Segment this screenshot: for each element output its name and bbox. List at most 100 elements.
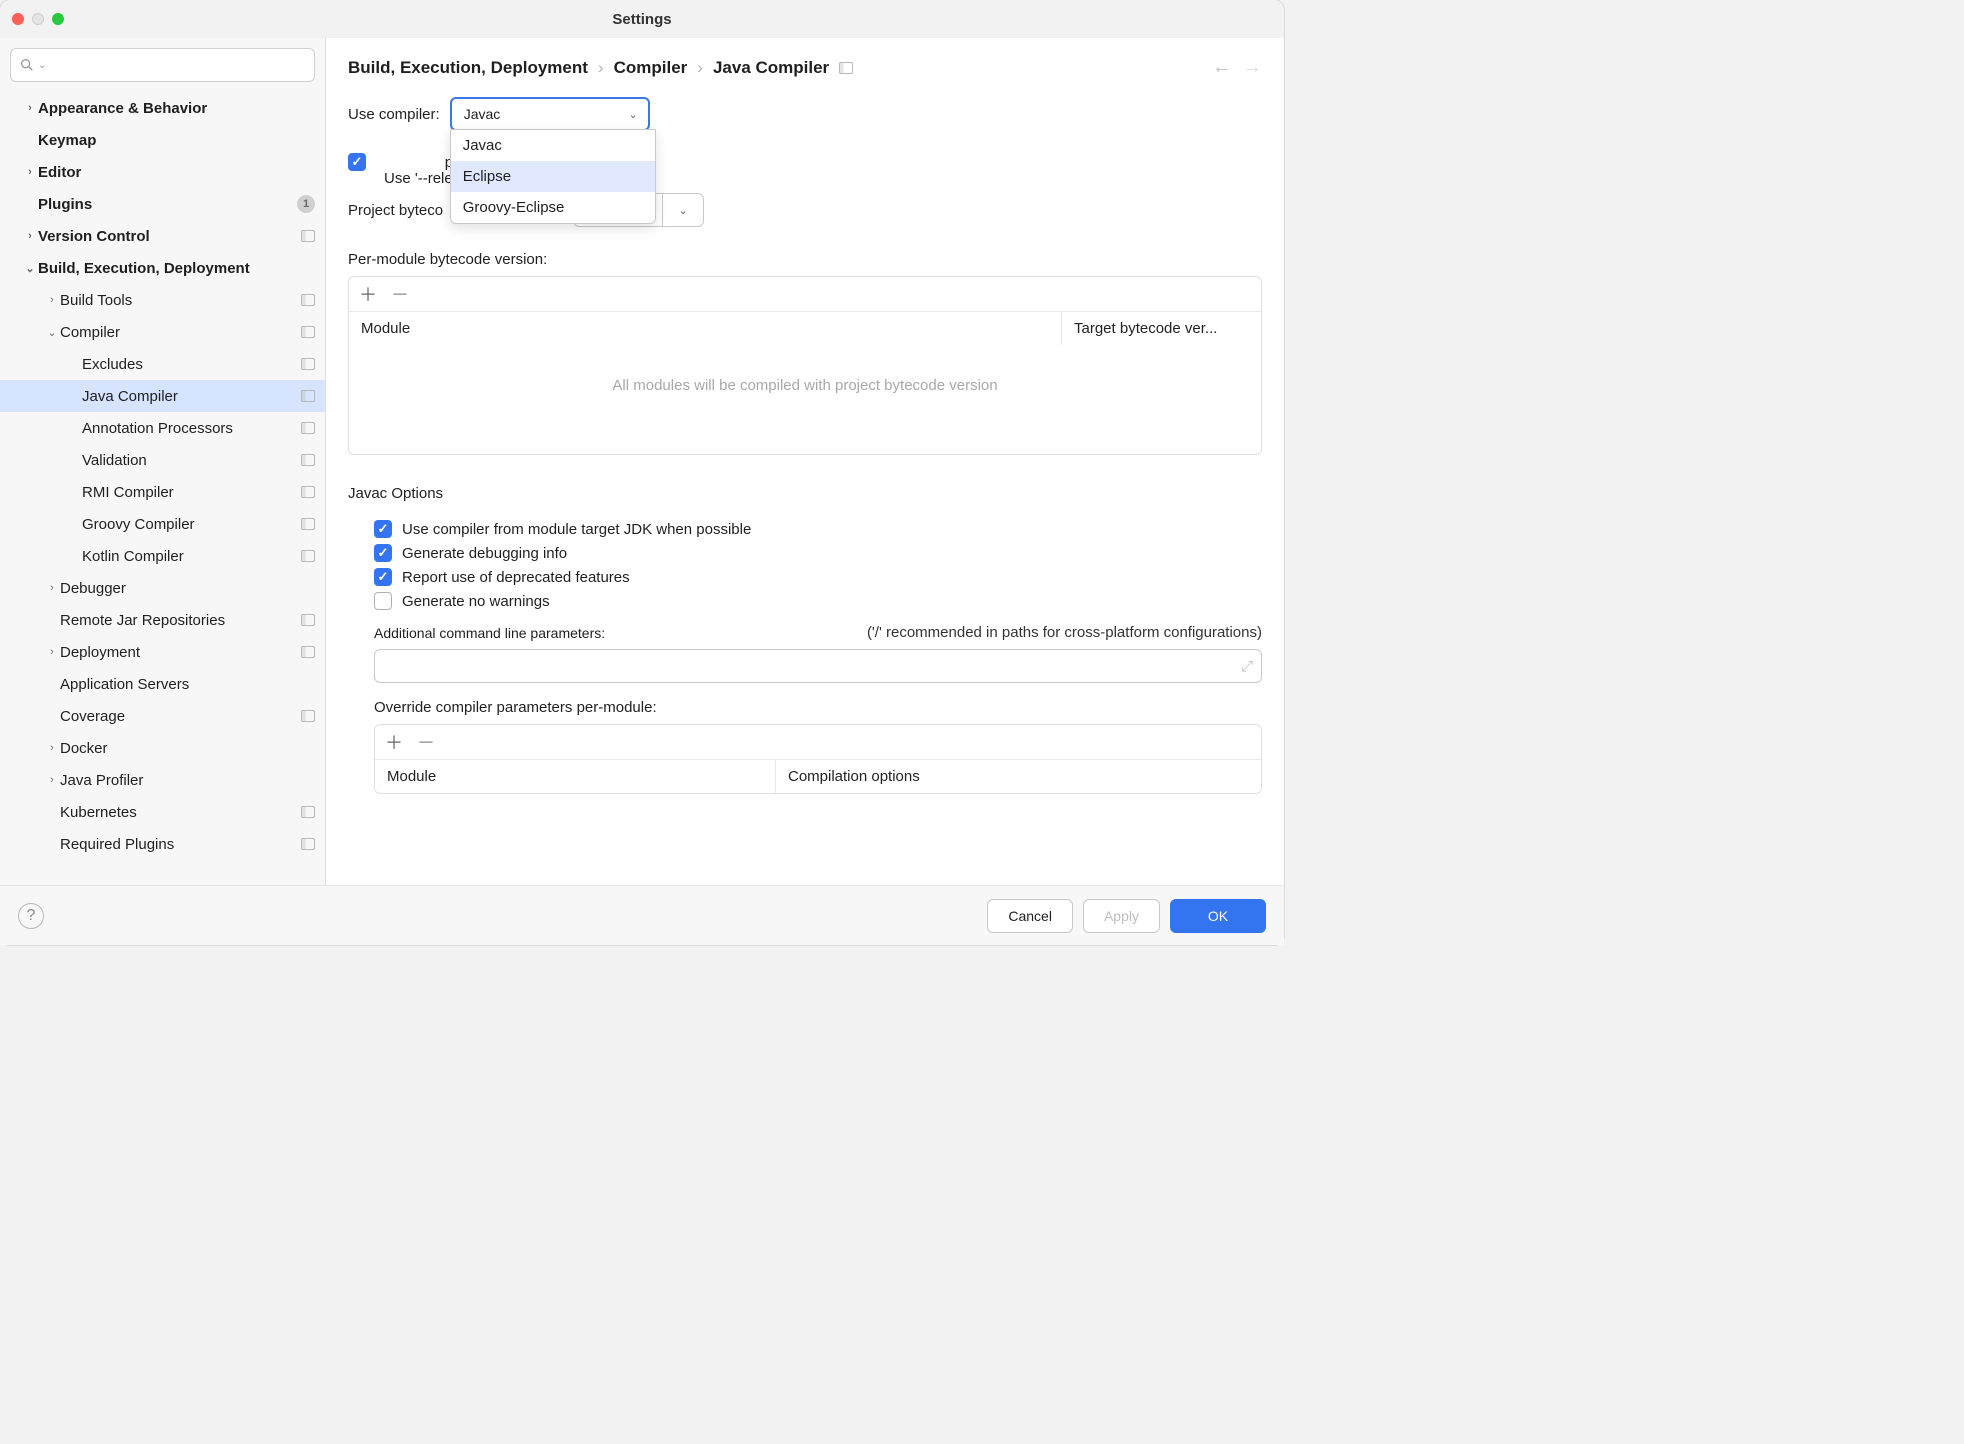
tree-item[interactable]: Remote Jar Repositories (0, 604, 325, 636)
apply-button[interactable]: Apply (1083, 899, 1160, 933)
tree-item[interactable]: ›Appearance & Behavior (0, 92, 325, 124)
tree-item-label: Build Tools (60, 292, 295, 309)
module-column[interactable]: Module (349, 312, 1061, 345)
tree-item[interactable]: Plugins1 (0, 188, 325, 220)
opt-no-warnings-label: Generate no warnings (402, 593, 550, 610)
remove-icon[interactable]: － (417, 729, 435, 755)
chevron-right-icon[interactable]: › (44, 742, 60, 754)
chevron-right-icon[interactable]: › (44, 582, 60, 594)
tree-item[interactable]: Coverage (0, 700, 325, 732)
tree-item-label: Kubernetes (60, 804, 295, 821)
tree-item-label: Kotlin Compiler (82, 548, 295, 565)
ok-button[interactable]: OK (1170, 899, 1266, 933)
addl-params-label: Additional command line parameters: (374, 625, 605, 641)
breadcrumb-part[interactable]: Compiler (614, 58, 688, 78)
tree-item-label: Deployment (60, 644, 295, 661)
add-icon[interactable]: ＋ (359, 281, 377, 307)
tree-item[interactable]: Validation (0, 444, 325, 476)
search-dropdown-icon[interactable]: ⌄ (38, 60, 46, 71)
tree-item[interactable]: Excludes (0, 348, 325, 380)
tree-item-label: Java Profiler (60, 772, 315, 789)
tree-item-label: Annotation Processors (82, 420, 295, 437)
tree-item-label: Remote Jar Repositories (60, 612, 295, 629)
tree-item-label: RMI Compiler (82, 484, 295, 501)
chevron-right-icon[interactable]: › (44, 294, 60, 306)
tree-item-label: Application Servers (60, 676, 315, 693)
override-options-column[interactable]: Compilation options (775, 760, 1261, 793)
project-icon (301, 646, 315, 658)
tree-item[interactable]: ›Deployment (0, 636, 325, 668)
footer: ? Cancel Apply OK (0, 885, 1284, 945)
project-icon (301, 390, 315, 402)
target-bytecode-column[interactable]: Target bytecode ver... (1061, 312, 1261, 345)
tree-item[interactable]: Kubernetes (0, 796, 325, 828)
chevron-down-icon[interactable]: ⌄ (663, 193, 704, 227)
opt-no-warnings-checkbox[interactable] (374, 592, 392, 610)
add-icon[interactable]: ＋ (385, 729, 403, 755)
opt-debug-checkbox[interactable] (374, 544, 392, 562)
forward-icon[interactable]: → (1242, 56, 1262, 79)
dropdown-item-eclipse[interactable]: Eclipse (451, 161, 655, 192)
breadcrumb-current: Java Compiler (713, 58, 829, 78)
tree-item[interactable]: Annotation Processors (0, 412, 325, 444)
tree-item-label: Debugger (60, 580, 315, 597)
tree-item[interactable]: ›Editor (0, 156, 325, 188)
override-panel: ＋ － Module Compilation options (374, 724, 1262, 794)
back-icon[interactable]: ← (1212, 56, 1232, 79)
tree-item-label: Keymap (38, 132, 315, 149)
opt-deprecated-checkbox[interactable] (374, 568, 392, 586)
tree-item[interactable]: ⌄Build, Execution, Deployment (0, 252, 325, 284)
compiler-dropdown: Javac Eclipse Groovy-Eclipse (450, 129, 656, 224)
chevron-right-icon[interactable]: › (44, 774, 60, 786)
project-icon (301, 294, 315, 306)
project-icon (839, 62, 853, 74)
tree-item-label: Version Control (38, 228, 295, 245)
dropdown-item-groovy-eclipse[interactable]: Groovy-Eclipse (451, 192, 655, 223)
project-icon (301, 838, 315, 850)
tree-item[interactable]: Application Servers (0, 668, 325, 700)
tree-item[interactable]: ›Debugger (0, 572, 325, 604)
tree-item[interactable]: Required Plugins (0, 828, 325, 860)
tree-item[interactable]: ›Docker (0, 732, 325, 764)
chevron-down-icon[interactable]: ⌄ (44, 326, 60, 339)
dropdown-item-javac[interactable]: Javac (451, 130, 655, 161)
tree-item[interactable]: Kotlin Compiler (0, 540, 325, 572)
cancel-button[interactable]: Cancel (987, 899, 1073, 933)
project-icon (301, 614, 315, 626)
use-compiler-combo[interactable]: Javac ⌄ Javac Eclipse Groovy-Eclipse (450, 97, 650, 131)
override-module-column[interactable]: Module (375, 760, 775, 793)
tree-item[interactable]: Groovy Compiler (0, 508, 325, 540)
chevron-right-icon[interactable]: › (22, 102, 38, 114)
chevron-right-icon[interactable]: › (22, 166, 38, 178)
search-input[interactable]: ⌄ (10, 48, 315, 82)
opt-target-jdk-checkbox[interactable] (374, 520, 392, 538)
project-icon (301, 326, 315, 338)
release-checkbox[interactable] (348, 153, 366, 171)
tree-item[interactable]: Java Compiler (0, 380, 325, 412)
expand-icon[interactable]: ⤢ (1241, 658, 1253, 675)
settings-tree: ›Appearance & Behavior Keymap ›EditorPlugi… (0, 92, 325, 885)
tree-item[interactable]: ›Java Profiler (0, 764, 325, 796)
tree-item-label: Coverage (60, 708, 295, 725)
chevron-right-icon: › (697, 58, 703, 78)
tree-item[interactable]: ›Version Control (0, 220, 325, 252)
tree-item-label: Build, Execution, Deployment (38, 260, 315, 277)
tree-item[interactable]: ⌄Compiler (0, 316, 325, 348)
chevron-right-icon[interactable]: › (44, 646, 60, 658)
tree-item[interactable]: ›Build Tools (0, 284, 325, 316)
chevron-down-icon: ⌄ (628, 108, 637, 121)
addl-params-input[interactable]: ⤢ (374, 649, 1262, 683)
project-icon (301, 230, 315, 242)
tree-item-label: Validation (82, 452, 295, 469)
sidebar: ⌄ ›Appearance & Behavior Keymap ›EditorPlu… (0, 38, 326, 885)
remove-icon[interactable]: － (391, 281, 409, 307)
help-icon[interactable]: ? (18, 903, 44, 929)
tree-item[interactable]: Keymap (0, 124, 325, 156)
chevron-right-icon[interactable]: › (22, 230, 38, 242)
chevron-down-icon[interactable]: ⌄ (22, 262, 38, 275)
project-icon (301, 422, 315, 434)
release-label-partial: Use '--rele (384, 170, 453, 187)
breadcrumb-part[interactable]: Build, Execution, Deployment (348, 58, 588, 78)
tree-item[interactable]: RMI Compiler (0, 476, 325, 508)
use-compiler-value: Javac (464, 106, 501, 122)
